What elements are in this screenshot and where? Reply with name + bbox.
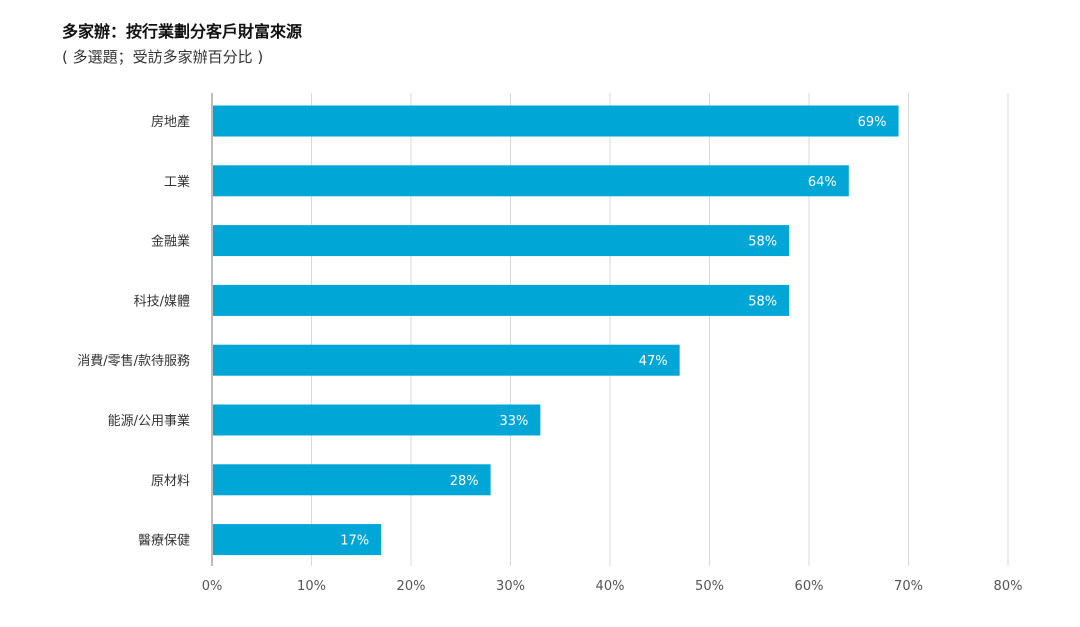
x-tick-label: 50% bbox=[695, 579, 724, 594]
x-tick-label: 70% bbox=[894, 579, 923, 594]
data-label: 47% bbox=[639, 354, 668, 369]
bar bbox=[213, 165, 849, 197]
category-label: 能源/公用事業 bbox=[108, 413, 190, 429]
category-label: 科技/媒體 bbox=[134, 294, 190, 309]
data-label: 58% bbox=[748, 235, 777, 250]
category-label: 醫療保健 bbox=[138, 534, 190, 549]
bar bbox=[213, 105, 899, 137]
data-labels: 69% 64% 58% 58% 47% 33% 28% 17% bbox=[340, 115, 886, 549]
x-tick-label: 60% bbox=[795, 579, 824, 594]
data-label: 64% bbox=[808, 175, 837, 190]
category-label: 原材料 bbox=[151, 474, 190, 489]
x-tick-label: 10% bbox=[297, 579, 326, 594]
chart-title: 多家辦：按行業劃分客戶財富來源 bbox=[62, 22, 303, 41]
x-tick-label: 40% bbox=[596, 579, 625, 594]
bar bbox=[213, 344, 680, 376]
data-label: 28% bbox=[450, 474, 479, 489]
category-label: 房地產 bbox=[151, 114, 190, 130]
chart-subtitle: ( 多選題；受訪多家辦百分比 ) bbox=[62, 48, 264, 66]
category-label: 工業 bbox=[164, 174, 190, 190]
data-label: 69% bbox=[858, 115, 887, 130]
x-tick-label: 80% bbox=[994, 579, 1023, 594]
data-label: 58% bbox=[748, 294, 777, 309]
data-label: 17% bbox=[340, 534, 369, 549]
bars bbox=[213, 105, 899, 556]
bar bbox=[213, 524, 382, 556]
x-tick-label: 0% bbox=[202, 579, 223, 594]
category-label: 金融業 bbox=[151, 234, 190, 250]
category-label: 消費/零售/款待服務 bbox=[77, 353, 190, 369]
bar bbox=[213, 284, 790, 316]
bar bbox=[213, 225, 790, 257]
x-tick-label: 20% bbox=[397, 579, 426, 594]
bar bbox=[213, 404, 541, 436]
x-tick-label: 30% bbox=[496, 579, 525, 594]
bar bbox=[213, 464, 491, 496]
x-tick-labels: 0% 10% 20% 30% 40% 50% 60% 70% 80% bbox=[202, 579, 1023, 594]
data-label: 33% bbox=[499, 414, 528, 429]
